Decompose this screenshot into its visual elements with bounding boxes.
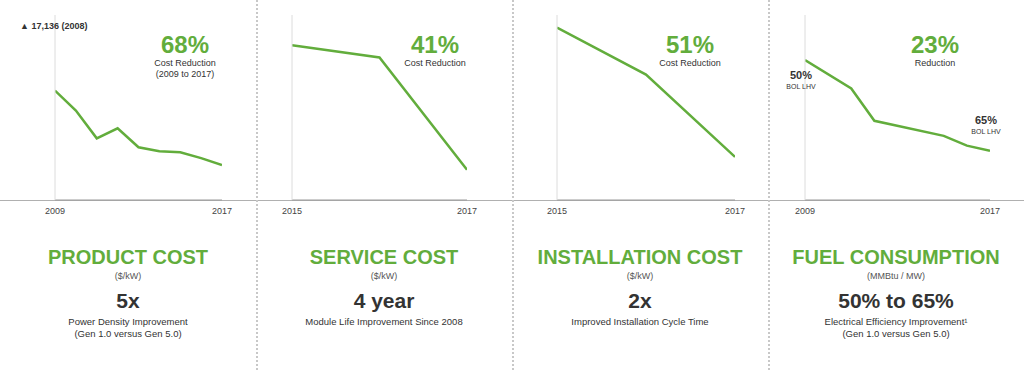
html-text:2x: 2x xyxy=(628,289,652,312)
html-text:4 year: 4 year xyxy=(353,289,415,312)
html-text:50% to 65%: 50% to 65% xyxy=(838,289,954,312)
svg-text:BOL LHV: BOL LHV xyxy=(786,83,816,90)
svg-text:2015: 2015 xyxy=(547,206,567,216)
html-text:(Gen 1.0 versus Gen 5.0): (Gen 1.0 versus Gen 5.0) xyxy=(74,328,182,339)
svg-text:2015: 2015 xyxy=(282,206,302,216)
html-text:(Gen 1.0 versus Gen 5.0): (Gen 1.0 versus Gen 5.0) xyxy=(842,328,950,339)
html-text:Module Life Improvement Since: Module Life Improvement Since 2008 xyxy=(305,316,463,327)
html-text:Reduction: Reduction xyxy=(914,58,956,68)
html-text:PRODUCT COST: PRODUCT COST xyxy=(48,246,208,268)
html-text:($/kW): ($/kW) xyxy=(370,271,398,281)
html-text:▲ 17,136 (2008): ▲ 17,136 (2008) xyxy=(20,21,88,31)
svg-text:2009: 2009 xyxy=(45,206,65,216)
svg-text:2017: 2017 xyxy=(212,206,232,216)
svg-text:2017: 2017 xyxy=(457,206,477,216)
svg-text:2017: 2017 xyxy=(980,206,1000,216)
html-text:Electrical Efficiency Improvem: Electrical Efficiency Improvement¹ xyxy=(824,316,968,327)
html-text:Cost Reduction: Cost Reduction xyxy=(154,58,216,68)
html-text:Cost Reduction: Cost Reduction xyxy=(659,58,721,68)
html-text:(MMBtu / MW): (MMBtu / MW) xyxy=(867,271,925,281)
html-text:(2009 to 2017): (2009 to 2017) xyxy=(155,69,215,79)
html-text:Improved Installation Cycle Ti: Improved Installation Cycle Time xyxy=(571,316,709,327)
html-text:($/kW): ($/kW) xyxy=(114,271,142,281)
html-text:68%: 68% xyxy=(161,31,209,58)
html-text:51%: 51% xyxy=(666,31,714,58)
html-text:41%: 41% xyxy=(411,31,459,58)
html-text:Cost Reduction: Cost Reduction xyxy=(404,58,466,68)
html-text:INSTALLATION COST: INSTALLATION COST xyxy=(537,246,743,268)
svg-text:2009: 2009 xyxy=(795,206,815,216)
svg-text:50%: 50% xyxy=(790,69,812,81)
svg-text:BOL LHV: BOL LHV xyxy=(971,128,1001,135)
svg-text:2017: 2017 xyxy=(725,206,745,216)
html-text:23%: 23% xyxy=(911,31,959,58)
html-text:5x: 5x xyxy=(116,289,140,312)
html-text:FUEL CONSUMPTION: FUEL CONSUMPTION xyxy=(792,246,1000,268)
html-text:Power Density Improvement: Power Density Improvement xyxy=(68,316,188,327)
svg-text:65%: 65% xyxy=(975,114,997,126)
html-text:SERVICE COST: SERVICE COST xyxy=(309,246,459,268)
html-text:($/kW): ($/kW) xyxy=(626,271,654,281)
